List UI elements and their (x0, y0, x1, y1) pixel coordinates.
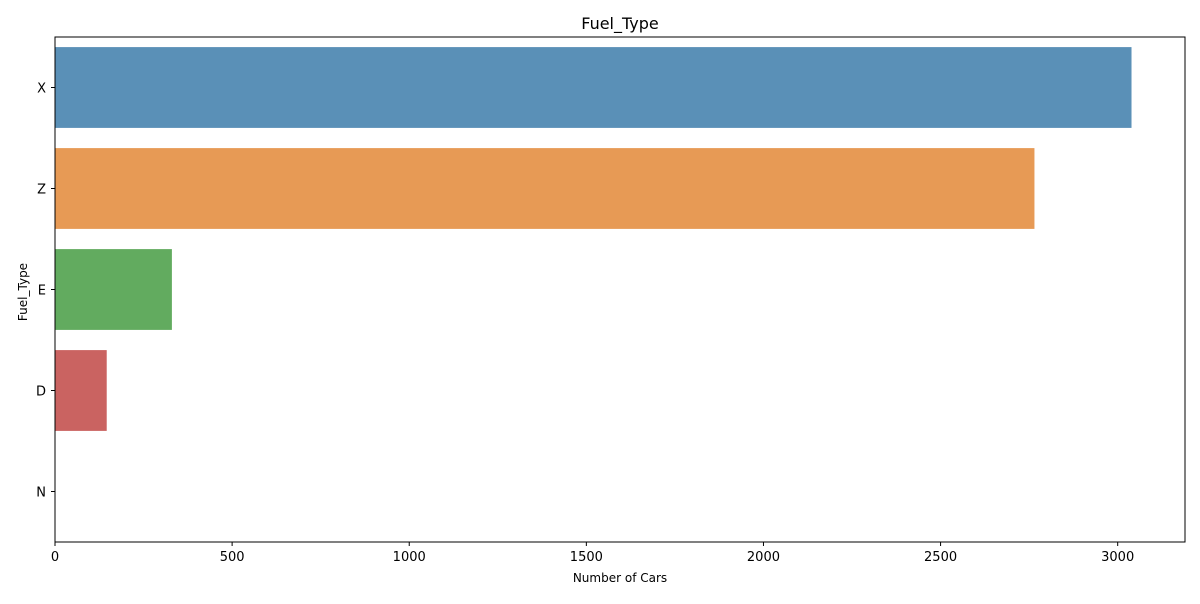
x-tick-label: 1000 (393, 550, 426, 565)
y-tick-label: D (36, 385, 46, 400)
y-tick-label: E (38, 284, 46, 299)
y-tick-label: Z (37, 183, 46, 198)
x-tick-label: 1500 (570, 550, 603, 565)
x-tick-label: 500 (220, 550, 245, 565)
x-axis-label: Number of Cars (573, 571, 667, 585)
bars-group (55, 47, 1132, 532)
bar-E (55, 249, 172, 330)
y-tick-label: X (37, 82, 46, 97)
chart-title: Fuel_Type (581, 14, 659, 34)
x-tick-label: 3000 (1101, 550, 1134, 565)
y-axis-ticks: X Z E D N (36, 82, 55, 501)
bar-Z (55, 148, 1034, 229)
x-axis-ticks: 0 500 1000 1500 2000 2500 3000 (51, 542, 1134, 565)
x-tick-label: 2000 (747, 550, 780, 565)
y-tick-label: N (36, 486, 46, 501)
x-tick-label: 0 (51, 550, 59, 565)
bar-D (55, 350, 107, 431)
bar-X (55, 47, 1132, 128)
x-tick-label: 2500 (924, 550, 957, 565)
y-axis-label: Fuel_Type (16, 263, 30, 321)
